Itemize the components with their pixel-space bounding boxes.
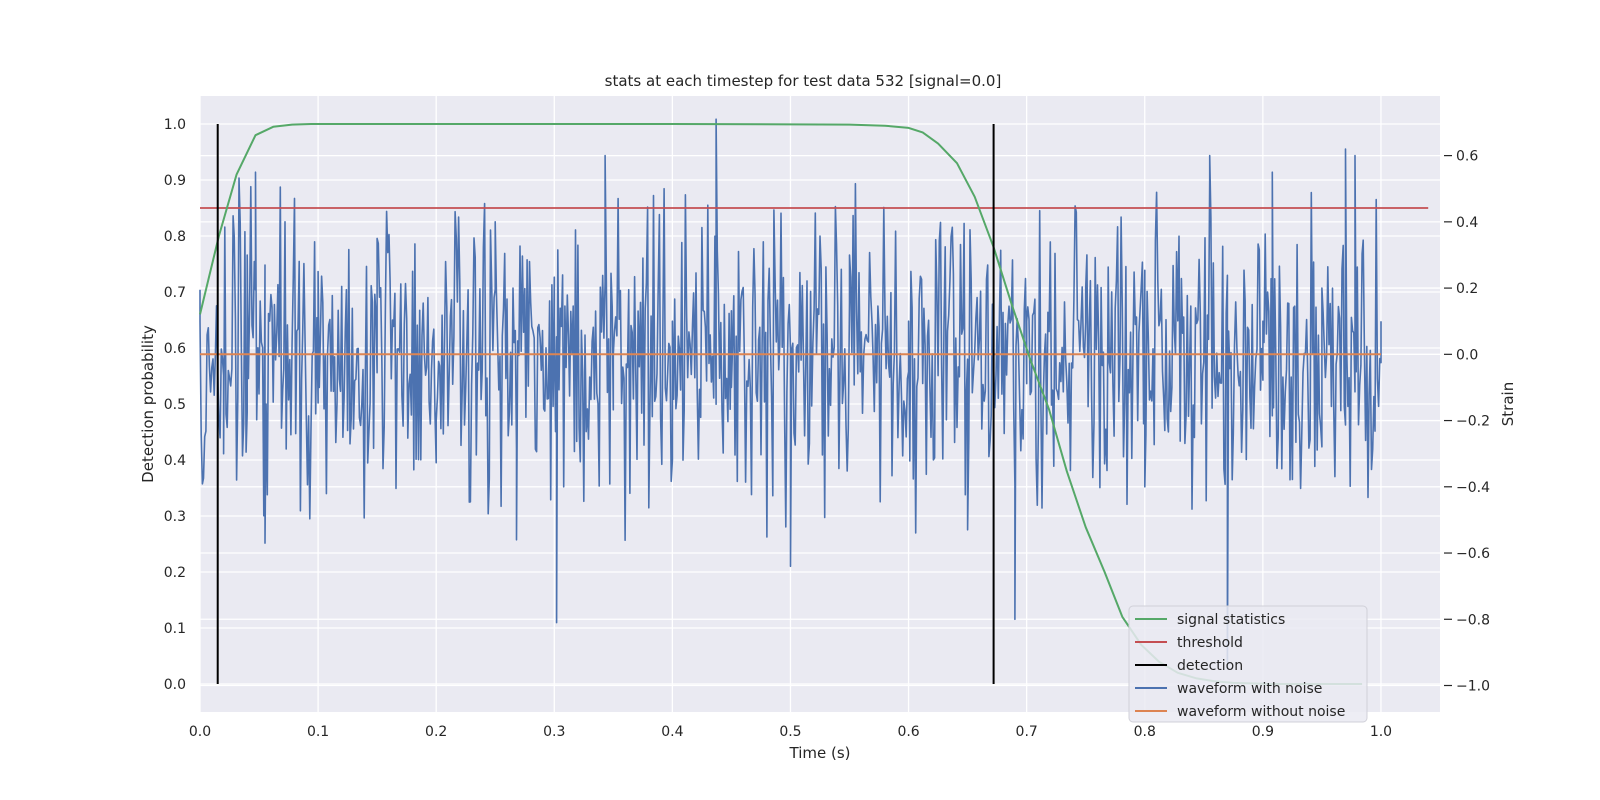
legend: signal statistics threshold detection wavef… [1128,605,1368,723]
x-axis-label: Time (s) [789,744,851,762]
right-y-tick-label: −1.0 [1456,679,1490,695]
right-y-tick-label: 0.6 [1456,149,1478,165]
x-tick-label: 0.6 [897,724,919,740]
legend-label: waveform with noise [1177,681,1322,697]
y-tick-label: 0.2 [164,565,186,581]
x-tick-label: 0.7 [1016,724,1038,740]
legend-label: threshold [1177,635,1243,651]
y-tick-label: 0.5 [164,397,186,413]
y-tick-label: 0.9 [164,173,186,189]
series-waveform-with-noise [199,118,1382,670]
right-y-tick-label: −0.6 [1456,546,1490,562]
x-tick-label: 0.8 [1134,724,1156,740]
x-tick-label: 0.9 [1252,724,1274,740]
y-tick-label: 0.4 [164,453,186,469]
right-y-tick-label: 0.2 [1456,281,1478,297]
legend-label: detection [1177,658,1243,674]
right-y-tick-label: 0.0 [1456,347,1478,363]
right-y-axis-label: Strain [1499,382,1517,426]
y-tick-label: 0.7 [164,285,186,301]
right-y-tick-label: −0.4 [1456,480,1490,496]
y-tick-label: 0.6 [164,341,186,357]
y-tick-label: 0.0 [164,677,186,693]
y-tick-label: 0.3 [164,509,186,525]
legend-label: waveform without noise [1177,704,1345,720]
x-tick-label: 0.4 [661,724,683,740]
right-y-tick-label: −0.2 [1456,414,1490,430]
x-tick-labels: 0.0 0.1 0.2 0.3 0.4 0.5 0.6 0.7 0.8 0.9 1.0 [189,724,1392,740]
x-tick-label: 0.5 [779,724,801,740]
right-y-tick-labels: −1.0 −0.8 −0.6 −0.4 −0.2 0.0 0.2 0.4 0.6 [1444,149,1490,695]
x-tick-label: 0.0 [189,724,211,740]
x-tick-label: 0.1 [307,724,329,740]
y-tick-labels: 0.0 0.1 0.2 0.3 0.4 0.5 0.6 0.7 0.8 0.9 1.0 [164,117,186,693]
x-tick-label: 0.3 [543,724,565,740]
y-tick-label: 0.1 [164,621,186,637]
y-axis-label: Detection probability [139,325,157,483]
right-y-tick-label: −0.8 [1456,612,1490,628]
right-y-tick-label: 0.4 [1456,215,1478,231]
legend-box [1128,605,1368,723]
legend-label: signal statistics [1177,612,1285,628]
y-tick-label: 0.8 [164,229,186,245]
chart-title: stats at each timestep for test data 532… [605,72,1002,90]
x-tick-label: 0.2 [425,724,447,740]
x-tick-label: 1.0 [1370,724,1392,740]
y-tick-label: 1.0 [164,117,186,133]
